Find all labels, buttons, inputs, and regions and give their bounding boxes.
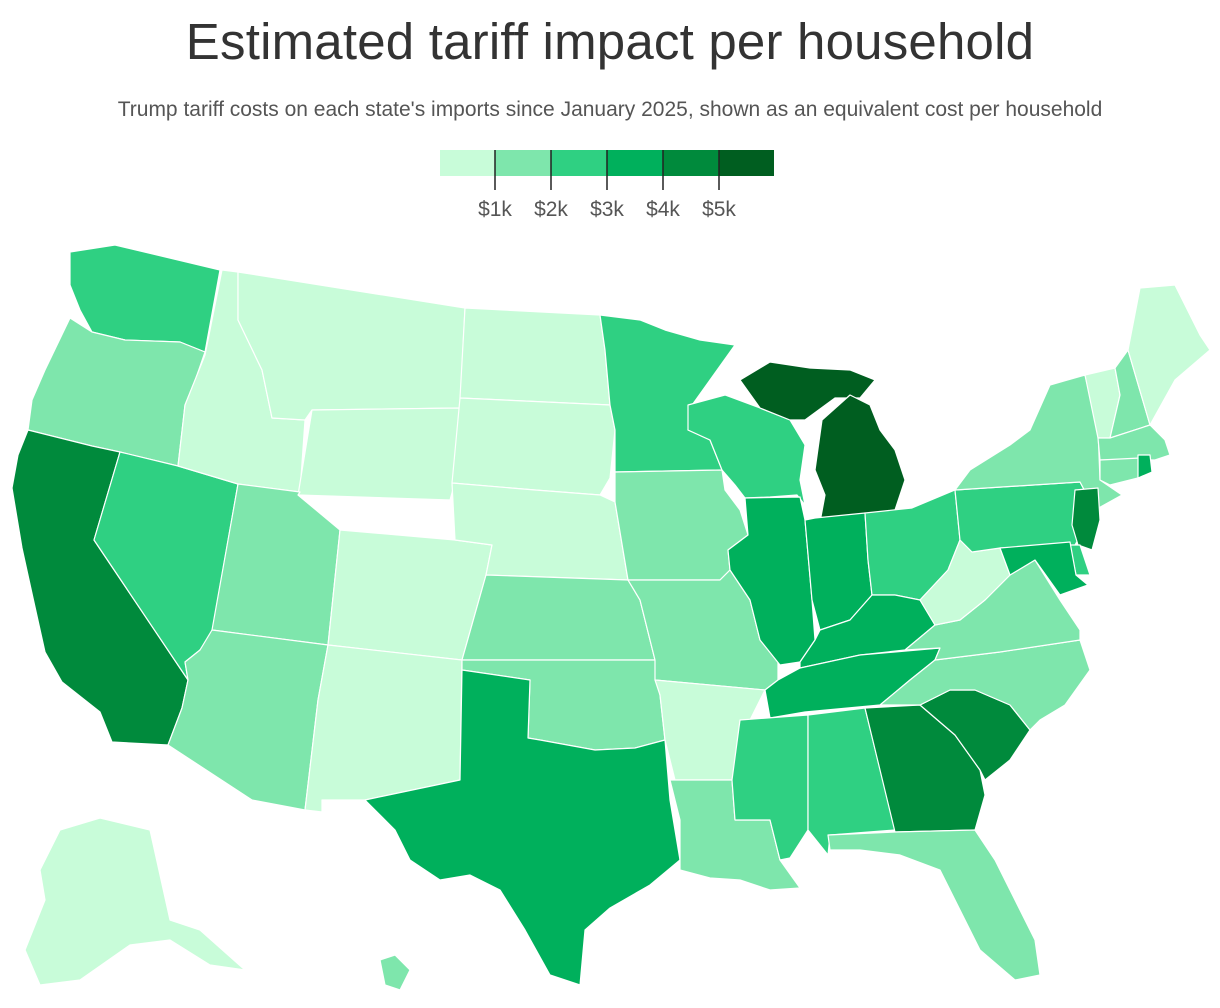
state-maryland [999,541,1089,596]
states-layer [11,244,1211,991]
legend-swatch-5 [719,150,774,176]
state-wyoming [297,407,461,501]
legend-label-2k: $2k [534,198,568,221]
state-texas [364,669,681,986]
state-south-dakota [451,397,616,496]
state-alaska [24,817,246,986]
state-arizona [167,629,329,811]
state-florida [827,829,1041,981]
legend-swatch-2 [551,150,607,176]
state-hawaii [379,954,411,991]
state-kansas [461,574,656,661]
state-maine [1127,284,1211,426]
legend-swatch-3 [607,150,663,176]
state-montana [237,271,466,421]
state-michigan [814,394,906,523]
state-michigan-up [739,361,876,421]
state-new-jersey [1071,487,1101,551]
legend-label-3k: $3k [590,198,624,221]
legend-scale [440,150,774,190]
state-connecticut [1099,457,1141,486]
chart-title: Estimated tariff impact per household [185,13,1035,70]
legend-swatch-4 [663,150,719,176]
legend-label-1k: $1k [478,198,512,221]
state-rhode-island [1137,454,1153,479]
legend-label-5k: $5k [702,198,736,221]
chart-subtitle: Trump tariff costs on each state's impor… [117,98,1103,121]
color-legend: $1k $2k $3k $4k $5k [0,0,1220,230]
state-north-dakota [459,307,611,406]
legend-label-4k: $4k [646,198,680,221]
legend-swatch-0 [440,150,495,176]
legend-swatch-1 [495,150,551,176]
state-iowa [614,469,749,581]
state-missouri [627,569,779,691]
